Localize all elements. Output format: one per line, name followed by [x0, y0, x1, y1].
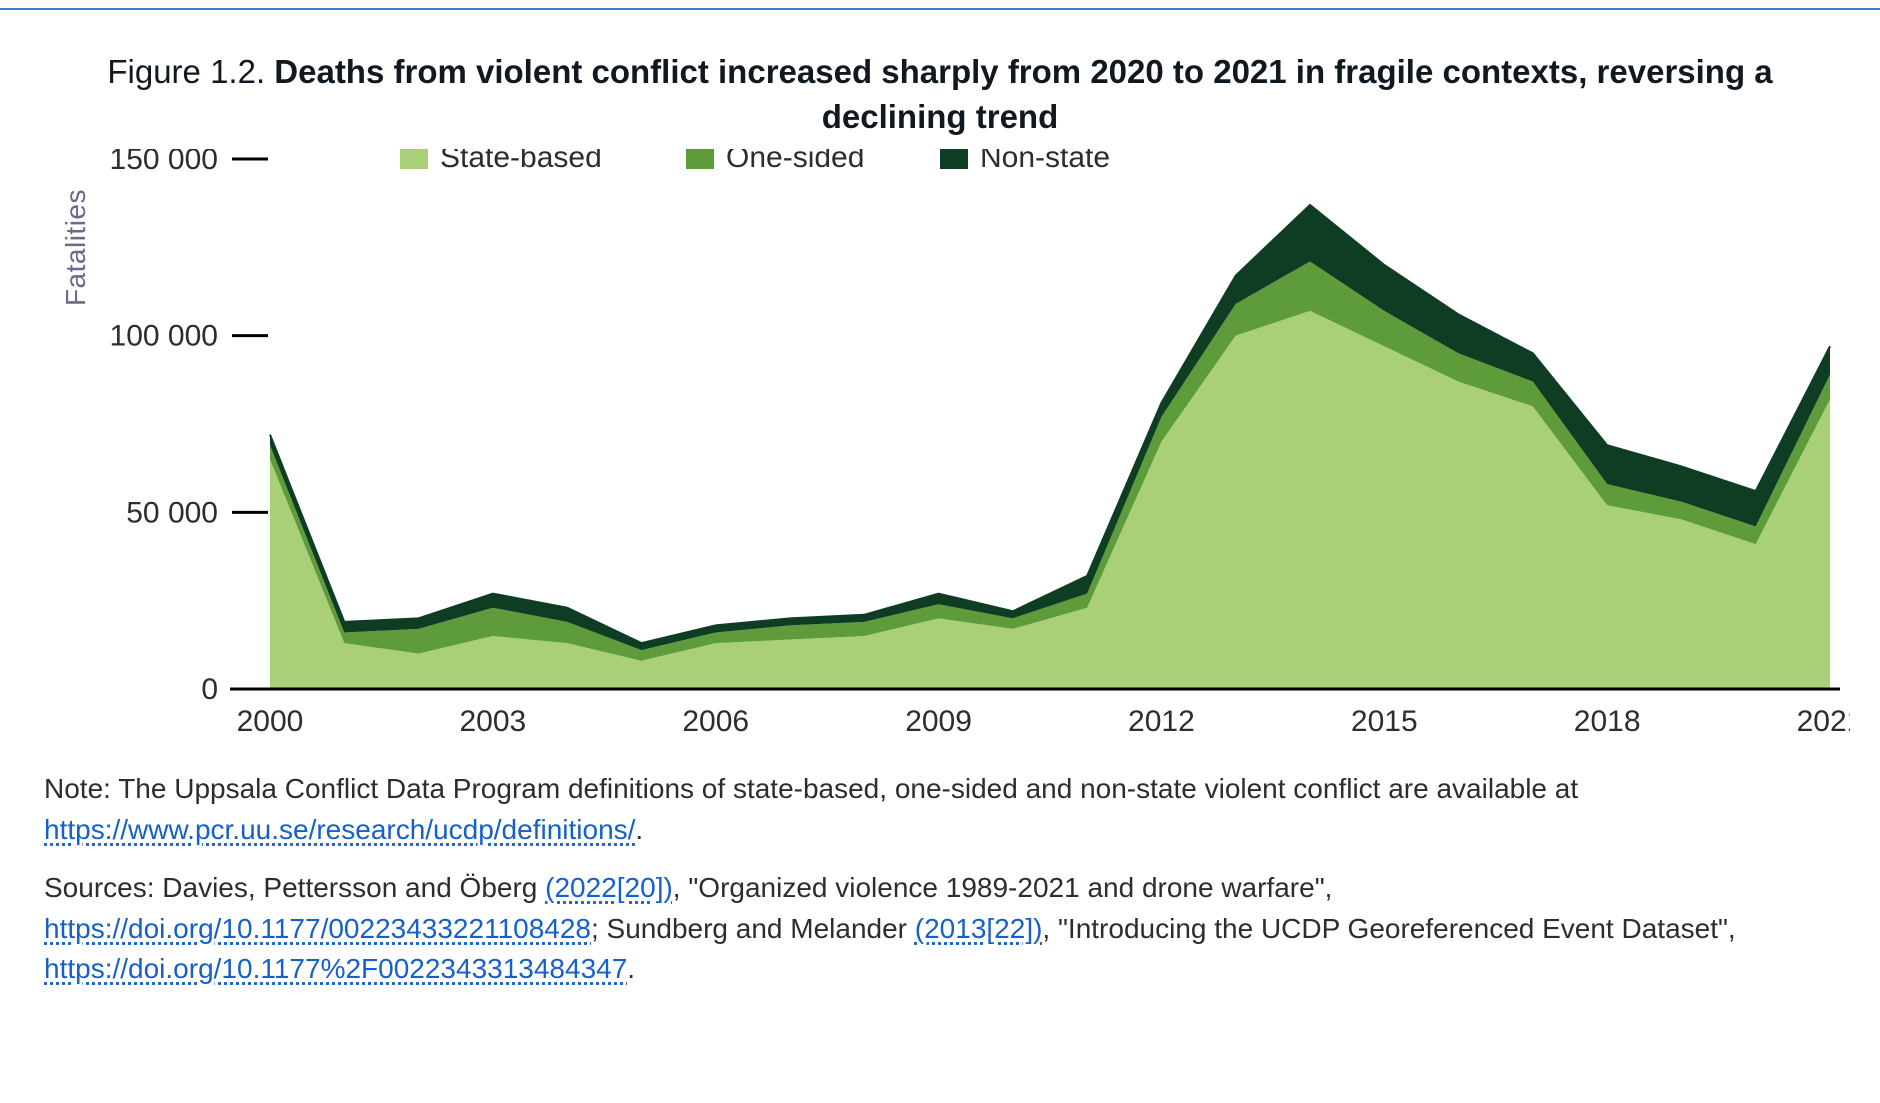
y-tick-label: 50 000: [126, 496, 218, 529]
figure-notes: Note: The Uppsala Conflict Data Program …: [44, 769, 1836, 990]
sources-prefix: Sources: Davies, Pettersson and Öberg: [44, 872, 545, 903]
sources-mid3: , "Introducing the UCDP Georeferenced Ev…: [1042, 913, 1735, 944]
figure-title-text: Deaths from violent conflict increased s…: [274, 53, 1772, 135]
source-cite-2[interactable]: (2013[22]): [915, 913, 1043, 944]
figure-title: Figure 1.2. Deaths from violent conflict…: [44, 50, 1836, 139]
stacked-area-chart: 0 50 000 100 000 150 000 2000 2003 2006 2009 201…: [70, 149, 1850, 749]
x-tick-label: 2009: [905, 705, 972, 738]
figure-number: Figure 1.2.: [107, 53, 265, 90]
source-link-2[interactable]: https://doi.org/10.1177%2F00223433134843…: [44, 953, 627, 984]
sources-suffix: .: [627, 953, 635, 984]
x-tick-label: 2003: [459, 705, 526, 738]
x-tick-label: 2006: [682, 705, 749, 738]
x-tick-label: 2000: [237, 705, 304, 738]
chart-area: Fatalities 050 000100 000150 00020002003…: [70, 149, 1836, 749]
note-link[interactable]: https://www.pcr.uu.se/research/ucdp/defi…: [44, 814, 635, 845]
note-prefix: Note: The Uppsala Conflict Data Program …: [44, 773, 1578, 804]
note-paragraph: Note: The Uppsala Conflict Data Program …: [44, 769, 1836, 850]
legend-swatch-non_state: [940, 149, 968, 169]
legend-label-one_sided: One-sided: [726, 149, 864, 174]
source-link-1[interactable]: https://doi.org/10.1177/0022343322110842…: [44, 913, 591, 944]
source-cite-1[interactable]: (2022[20]): [545, 872, 673, 903]
legend-label-non_state: Non-state: [980, 149, 1110, 174]
legend-swatch-state_based: [400, 149, 428, 169]
sources-paragraph: Sources: Davies, Pettersson and Öberg (2…: [44, 868, 1836, 990]
x-tick-label: 2012: [1128, 705, 1195, 738]
sources-mid2: ; Sundberg and Melander: [591, 913, 915, 944]
y-axis-label: Fatalities: [60, 189, 92, 306]
top-rule: [0, 8, 1880, 10]
legend: State-based One-sided Non-state: [400, 149, 1110, 174]
note-suffix: .: [635, 814, 643, 845]
legend-label-state_based: State-based: [440, 149, 602, 174]
x-tick-label: 2021: [1797, 705, 1850, 738]
y-tick-label: 150 000: [110, 149, 218, 176]
x-tick-label: 2015: [1351, 705, 1418, 738]
sources-mid1: , "Organized violence 1989-2021 and dron…: [673, 872, 1333, 903]
x-tick-label: 2018: [1574, 705, 1641, 738]
legend-swatch-one_sided: [686, 149, 714, 169]
y-tick-label: 100 000: [110, 320, 218, 353]
y-tick-label: 0: [201, 673, 218, 706]
